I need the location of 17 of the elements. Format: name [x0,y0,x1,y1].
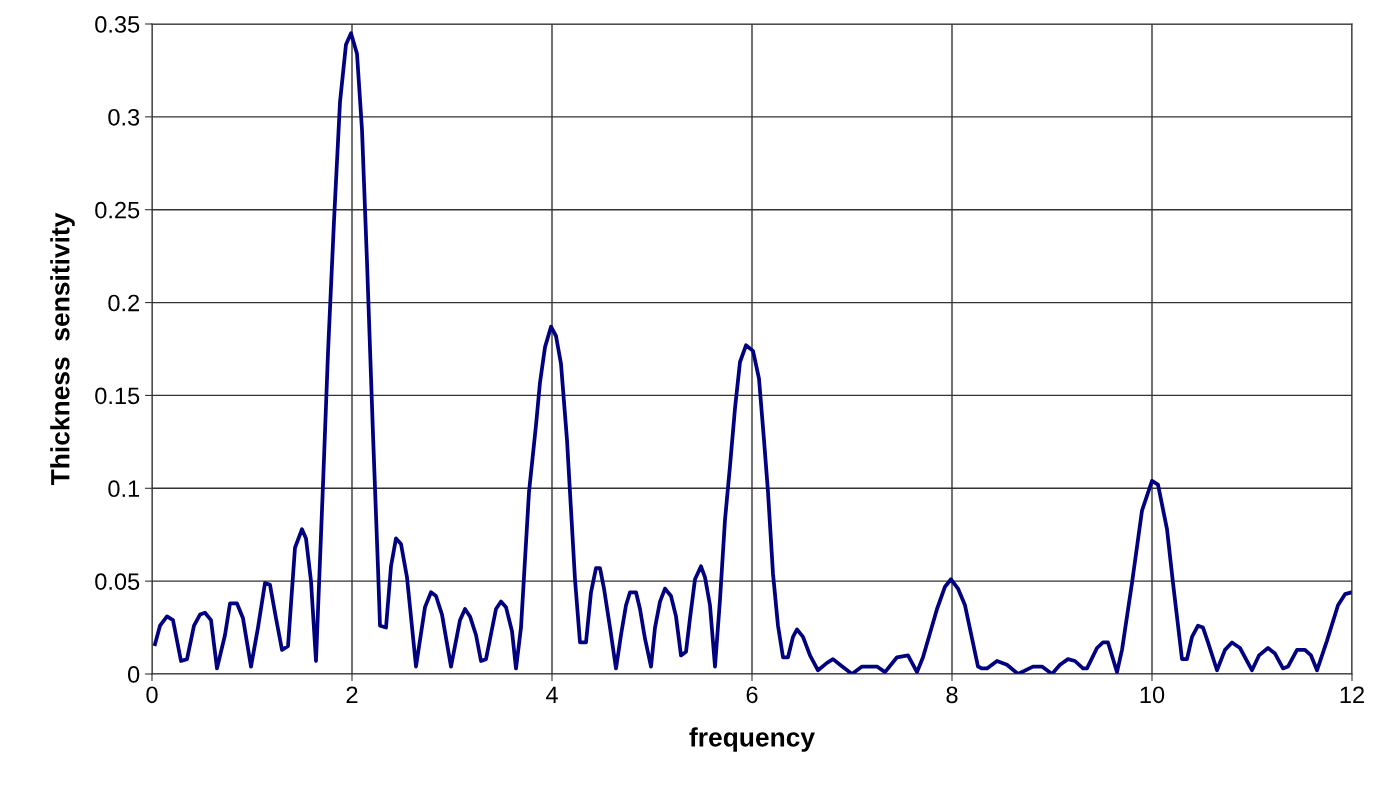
x-tick-label: 10 [1140,686,1165,704]
y-tick-label: 0.25 [95,201,140,219]
x-tick-label: 8 [946,686,958,704]
x-tick-label: 0 [146,686,158,704]
y-tick-label: 0.35 [95,16,140,33]
y-tick-label: 0.2 [108,294,140,312]
y-tick-label: 0.15 [95,387,140,405]
x-tick-label: 12 [1340,686,1364,703]
x-axis-title: frequency [689,727,815,752]
x-tick-label: 6 [746,686,758,704]
y-axis-title: Thickness sensitivity [50,212,75,486]
y-tick-label: 0 [127,666,140,683]
x-tick-label: 2 [346,686,358,703]
y-tick-label: 0.05 [95,573,140,590]
y-tick-label: 0.3 [108,108,140,126]
y-tick-label: 0.1 [108,480,140,498]
x-tick-label: 4 [545,686,558,703]
